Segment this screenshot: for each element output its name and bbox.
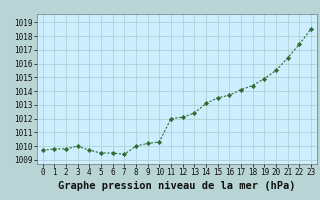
X-axis label: Graphe pression niveau de la mer (hPa): Graphe pression niveau de la mer (hPa) — [58, 181, 296, 191]
